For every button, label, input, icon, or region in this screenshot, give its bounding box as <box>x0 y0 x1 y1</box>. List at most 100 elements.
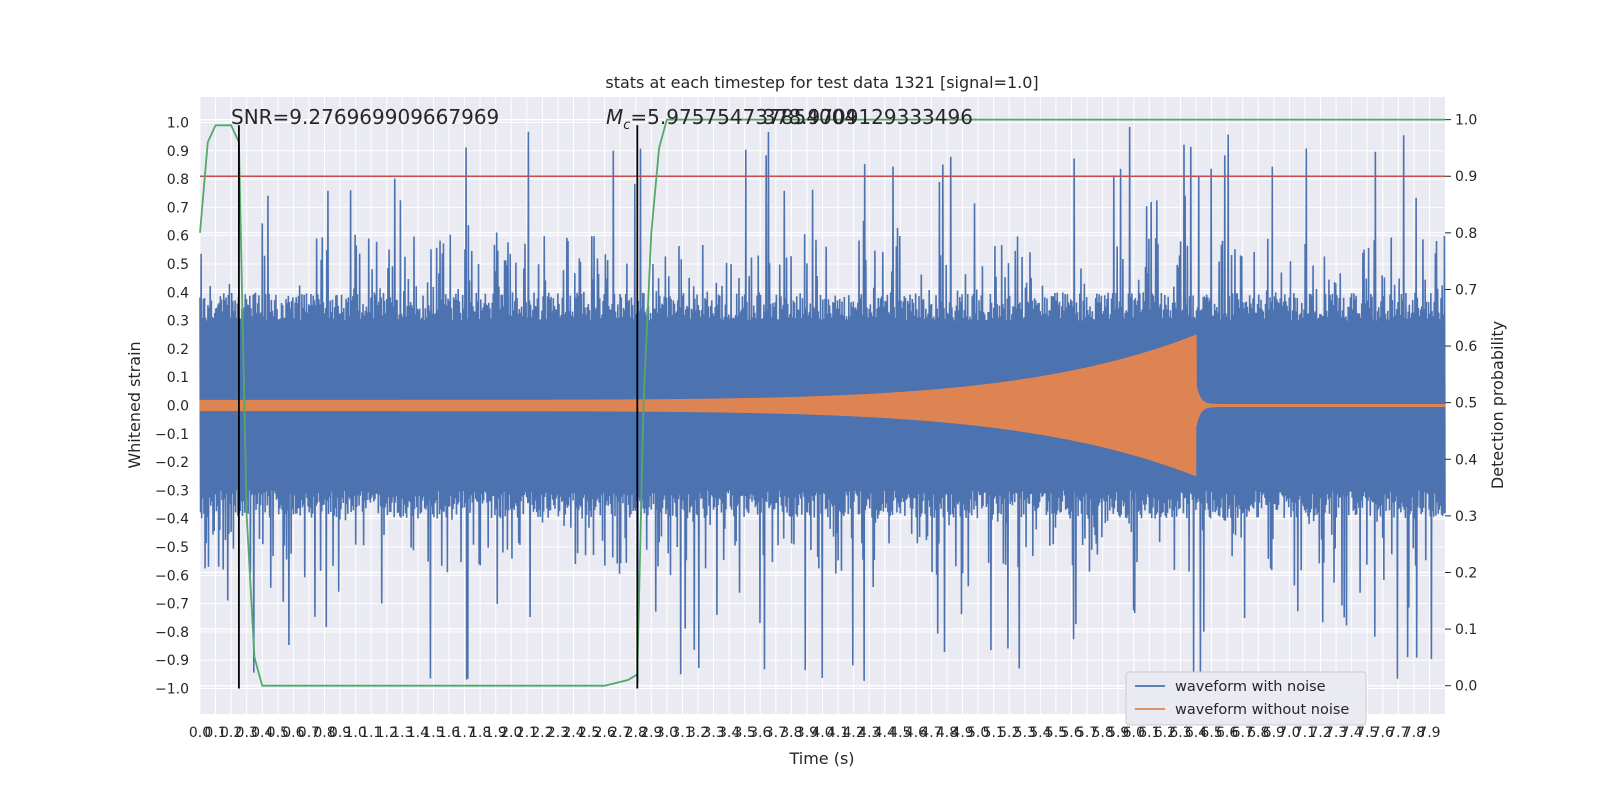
x-tick-label: 7.3 <box>1325 725 1347 741</box>
x-tick-label: 6.2 <box>1154 725 1176 741</box>
x-tick-label: 6.8 <box>1247 725 1269 741</box>
y2-tick-label: 0.2 <box>1455 565 1477 581</box>
x-tick-label: 4.0 <box>811 725 833 741</box>
x-tick-label: 3.7 <box>765 725 787 741</box>
x-tick-label: 7.7 <box>1387 725 1409 741</box>
x-tick-label: 2.4 <box>562 725 584 741</box>
x-tick-label: 4.6 <box>905 725 927 741</box>
y-tick-label: 0.8 <box>167 172 189 188</box>
y-tick-label: −0.2 <box>155 455 189 471</box>
y-tick-label: −0.8 <box>155 625 189 641</box>
x-tick-label: 2.3 <box>547 725 569 741</box>
x-tick-label: 3.0 <box>656 725 678 741</box>
x-tick-label: 6.6 <box>1216 725 1238 741</box>
x-tick-label: 1.1 <box>360 725 382 741</box>
y-tick-label: 0.1 <box>167 370 189 386</box>
series-line-waveform-without-noise <box>199 334 1446 477</box>
y2-tick-label: 1.0 <box>1455 113 1477 129</box>
legend: waveform with noise waveform without noi… <box>1125 671 1367 726</box>
x-tick-label: 7.4 <box>1340 725 1362 741</box>
x-tick-label: 5.0 <box>967 725 989 741</box>
y-tick-label: −1.0 <box>155 682 189 698</box>
x-tick-label: 2.6 <box>593 725 615 741</box>
y-tick-label: −0.4 <box>155 512 189 528</box>
y2-tick-label: 0.1 <box>1455 622 1477 638</box>
x-tick-label: 2.5 <box>578 725 600 741</box>
x-tick-label: 1.3 <box>391 725 413 741</box>
x-tick-label: 7.1 <box>1294 725 1316 741</box>
y-axis-label: Whitened strain <box>125 341 144 468</box>
y2-tick-label: 0.0 <box>1455 679 1477 695</box>
x-tick-label: 4.1 <box>827 725 849 741</box>
y2-tick-label: 0.4 <box>1455 452 1477 468</box>
x-tick-label: 0.7 <box>298 725 320 741</box>
y-tick-label: −0.3 <box>155 483 189 499</box>
x-tick-label: 2.9 <box>640 725 662 741</box>
snr-annotation: SNR=9.276969909667969 <box>231 105 499 129</box>
x-tick-label: 0.3 <box>236 725 258 741</box>
x-tick-label: 1.2 <box>376 725 398 741</box>
y2-tick-layer: 1.0 0.9 0.8 0.7 0.6 0.5 0.4 0.3 0.2 0.1 0.0 <box>1445 113 1477 695</box>
y-tick-label: 0.3 <box>167 314 189 330</box>
x-tick-label: 3.6 <box>749 725 771 741</box>
x-tick-label: 3.5 <box>734 725 756 741</box>
x-tick-label: 7.9 <box>1418 725 1440 741</box>
x-tick-label: 0.9 <box>329 725 351 741</box>
y-tick-label: −0.7 <box>155 597 189 613</box>
y-tick-label: −0.1 <box>155 427 189 443</box>
y-tick-label: −0.9 <box>155 653 189 669</box>
x-tick-label: 3.3 <box>702 725 724 741</box>
x-tick-layer: 0.00.10.20.30.40.50.60.70.80.91.01.11.21… <box>189 725 1441 741</box>
x-tick-label: 5.4 <box>1029 725 1051 741</box>
x-tick-label: 2.0 <box>500 725 522 741</box>
x-tick-label: 3.2 <box>687 725 709 741</box>
x-tick-label: 0.2 <box>220 725 242 741</box>
x-tick-label: 3.4 <box>718 725 740 741</box>
x-tick-label: 5.5 <box>1045 725 1067 741</box>
x-tick-label: 0.8 <box>313 725 335 741</box>
x-tick-label: 5.7 <box>1076 725 1098 741</box>
x-tick-label: 6.1 <box>1138 725 1160 741</box>
x-tick-label: 6.0 <box>1123 725 1145 741</box>
x-tick-label: 1.8 <box>469 725 491 741</box>
x-tick-label: 2.8 <box>625 725 647 741</box>
y2-tick-label: 0.9 <box>1455 169 1477 185</box>
y-tick-label: 0.0 <box>167 399 189 415</box>
x-tick-label: 3.9 <box>796 725 818 741</box>
y-tick-label: −0.6 <box>155 568 189 584</box>
x-tick-label: 4.9 <box>951 725 973 741</box>
legend-label-noisy: waveform with noise <box>1175 679 1326 695</box>
y-tick-label: 0.5 <box>167 257 189 273</box>
chirp-mass-subscript: c <box>623 118 630 133</box>
y2-tick-label: 0.8 <box>1455 226 1477 242</box>
y2-tick-label: 0.7 <box>1455 282 1477 298</box>
x-axis-label: Time (s) <box>788 749 854 768</box>
x-tick-label: 2.7 <box>609 725 631 741</box>
x-tick-label: 0.0 <box>189 725 211 741</box>
legend-label-clean: waveform without noise <box>1175 702 1349 718</box>
chart-title: stats at each timestep for test data 132… <box>605 73 1038 92</box>
y-tick-label: 0.4 <box>167 285 189 301</box>
y-tick-label: −0.5 <box>155 540 189 556</box>
y-tick-label: 0.7 <box>167 200 189 216</box>
x-tick-label: 6.7 <box>1232 725 1254 741</box>
x-tick-label: 5.3 <box>1014 725 1036 741</box>
y2-tick-label: 0.6 <box>1455 339 1477 355</box>
x-tick-label: 7.6 <box>1372 725 1394 741</box>
x-tick-label: 1.4 <box>407 725 429 741</box>
x-tick-label: 2.2 <box>531 725 553 741</box>
x-tick-label: 1.5 <box>422 725 444 741</box>
x-tick-label: 6.4 <box>1185 725 1207 741</box>
x-tick-label: 7.0 <box>1278 725 1300 741</box>
x-tick-label: 6.9 <box>1263 725 1285 741</box>
x-tick-label: 4.8 <box>936 725 958 741</box>
x-tick-label: 1.0 <box>344 725 366 741</box>
x-tick-label: 5.6 <box>1060 725 1082 741</box>
x-tick-label: 5.2 <box>998 725 1020 741</box>
y-tick-label: 0.6 <box>167 229 189 245</box>
chirp-mass-value: =5.975754737854004 <box>630 105 857 129</box>
y-tick-label: 1.0 <box>167 115 189 131</box>
x-tick-label: 5.9 <box>1107 725 1129 741</box>
x-tick-label: 0.1 <box>204 725 226 741</box>
